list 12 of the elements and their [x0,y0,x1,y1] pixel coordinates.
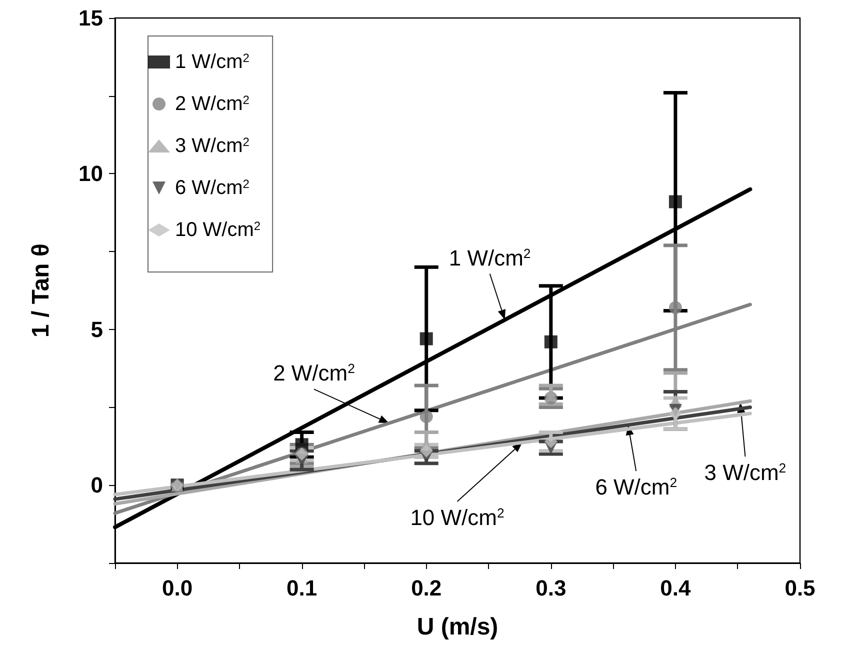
x-tick-label: 0.3 [536,576,566,600]
x-tick-label: 0.0 [162,576,193,600]
y-tick-label: 15 [78,6,103,30]
x-tick-label: 0.1 [286,576,318,600]
y-tick-label: 10 [78,161,103,186]
y-tick-label: 5 [90,316,103,342]
y-axis-title: 1 / Tan θ [28,244,54,338]
x-tick-label: 0.4 [660,576,692,600]
x-tick-label: 0.2 [411,576,442,600]
x-tick-label: 0.5 [784,576,816,600]
x-axis-title: U (m/s) [416,614,498,640]
y-tick-label: 0 [90,472,103,498]
